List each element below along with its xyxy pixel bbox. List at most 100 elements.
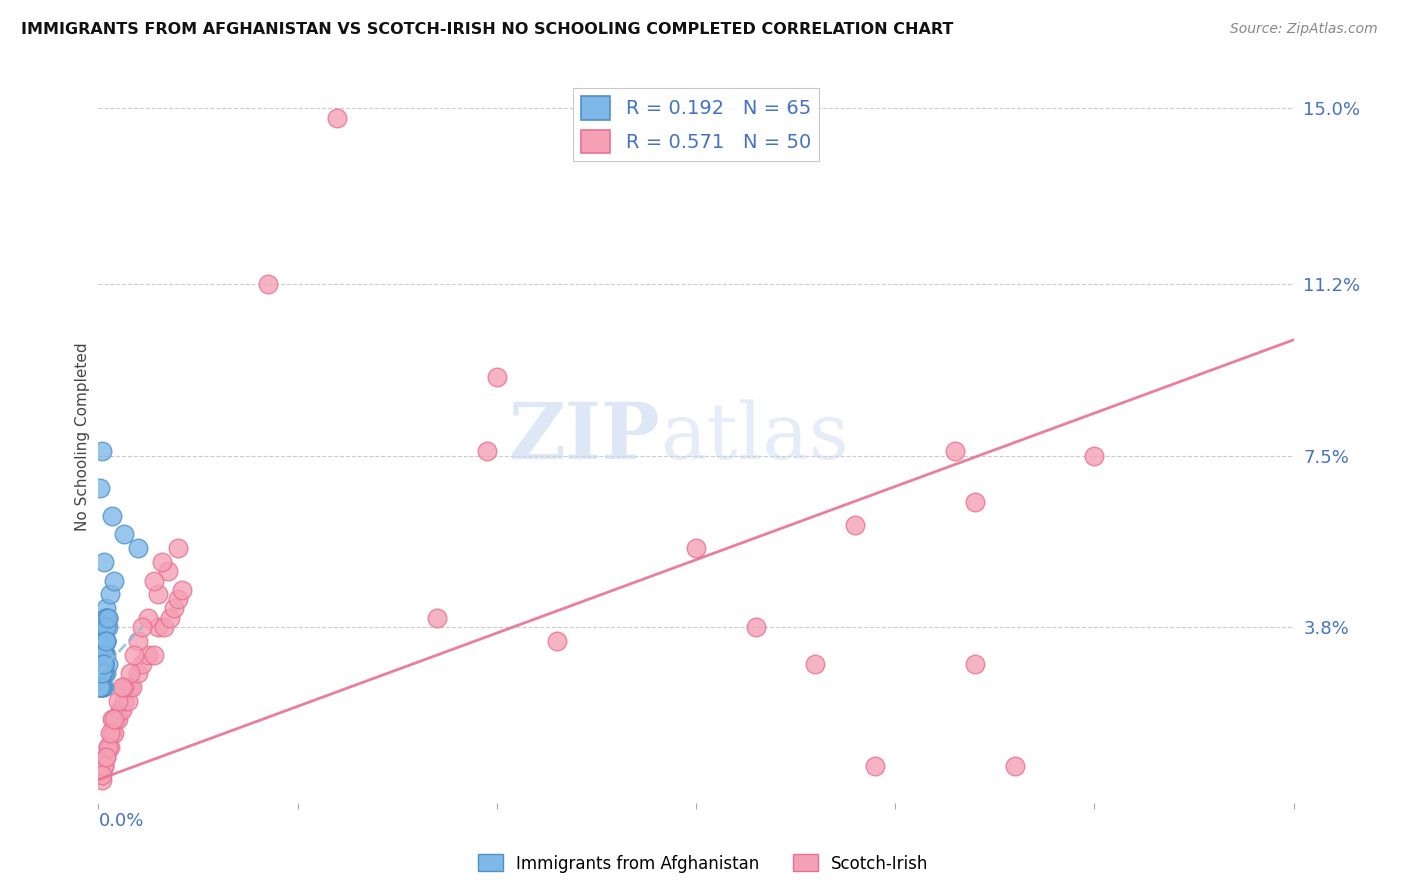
Point: [91, 680, 114, 694]
Point: [110, 703, 132, 717]
Point: [120, 680, 142, 694]
Point: [121, 680, 143, 694]
Point: [91, 657, 114, 671]
Point: [96, 648, 118, 662]
Point: [96, 633, 118, 648]
Point: [105, 713, 128, 727]
Point: [93, 657, 115, 671]
Point: [96, 610, 118, 624]
Point: [107, 713, 129, 727]
Point: [91, 657, 114, 671]
Point: [89, 680, 111, 694]
Point: [426, 610, 449, 624]
Point: [93, 680, 115, 694]
Point: [89, 666, 111, 681]
Point: [91, 444, 114, 458]
Point: [136, 648, 159, 662]
Point: [91, 680, 114, 694]
Point: [96, 610, 118, 624]
Y-axis label: No Schooling Completed: No Schooling Completed: [75, 343, 90, 532]
Point: [127, 666, 149, 681]
Point: [91, 666, 114, 681]
Point: [93, 666, 115, 681]
Point: [93, 648, 115, 662]
Point: [93, 555, 115, 569]
Point: [91, 666, 114, 681]
Point: [91, 772, 114, 787]
Text: 0.0%: 0.0%: [98, 812, 143, 830]
Point: [89, 680, 111, 694]
Point: [153, 620, 176, 634]
Point: [91, 633, 114, 648]
Point: [127, 541, 149, 556]
Point: [93, 657, 115, 671]
Point: [93, 643, 115, 657]
Point: [89, 620, 111, 634]
Point: [1083, 449, 1105, 463]
Point: [475, 444, 498, 458]
Point: [103, 574, 125, 588]
Point: [148, 587, 170, 601]
Legend: Immigrants from Afghanistan, Scotch-Irish: Immigrants from Afghanistan, Scotch-Iris…: [471, 847, 935, 880]
Point: [256, 277, 278, 292]
Point: [745, 620, 768, 634]
Point: [103, 713, 125, 727]
Point: [89, 666, 111, 681]
Point: [943, 444, 966, 458]
Point: [97, 610, 120, 624]
Point: [101, 713, 124, 727]
Point: [963, 657, 986, 671]
Point: [96, 633, 118, 648]
Point: [91, 657, 114, 671]
Point: [89, 666, 111, 681]
Point: [96, 620, 118, 634]
Point: [111, 703, 134, 717]
Text: Source: ZipAtlas.com: Source: ZipAtlas.com: [1230, 22, 1378, 37]
Point: [96, 633, 118, 648]
Point: [91, 657, 114, 671]
Point: [150, 555, 173, 569]
Point: [98, 587, 122, 601]
Point: [91, 657, 114, 671]
Point: [97, 740, 120, 755]
Point: [136, 610, 159, 624]
Point: [93, 758, 115, 772]
Point: [117, 694, 139, 708]
Point: [93, 633, 115, 648]
Point: [157, 565, 180, 579]
Point: [96, 749, 118, 764]
Point: [93, 633, 115, 648]
Point: [93, 657, 115, 671]
Point: [97, 620, 120, 634]
Text: ZIP: ZIP: [509, 399, 661, 475]
Point: [91, 666, 114, 681]
Point: [93, 648, 115, 662]
Point: [112, 527, 135, 541]
Point: [159, 610, 181, 624]
Point: [1004, 758, 1026, 772]
Point: [97, 610, 120, 624]
Point: [963, 495, 986, 509]
Text: IMMIGRANTS FROM AFGHANISTAN VS SCOTCH-IRISH NO SCHOOLING COMPLETED CORRELATION C: IMMIGRANTS FROM AFGHANISTAN VS SCOTCH-IR…: [21, 22, 953, 37]
Point: [844, 518, 866, 533]
Point: [167, 592, 190, 607]
Point: [91, 648, 114, 662]
Point: [89, 629, 111, 643]
Point: [93, 758, 115, 772]
Point: [98, 740, 122, 755]
Point: [172, 582, 194, 597]
Point: [97, 740, 120, 755]
Point: [96, 633, 118, 648]
Point: [111, 680, 134, 694]
Point: [143, 648, 166, 662]
Point: [112, 694, 135, 708]
Point: [107, 694, 129, 708]
Point: [91, 657, 114, 671]
Point: [143, 574, 166, 588]
Point: [93, 648, 115, 662]
Point: [96, 666, 118, 681]
Point: [163, 601, 186, 615]
Point: [326, 111, 349, 125]
Point: [91, 680, 114, 694]
Point: [91, 657, 114, 671]
